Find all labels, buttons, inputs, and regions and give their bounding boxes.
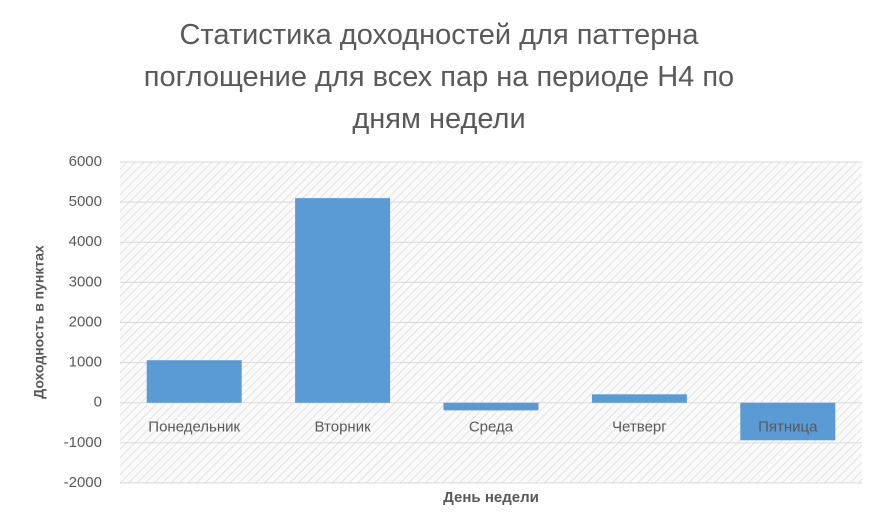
y-tick-label: 6000 xyxy=(69,153,102,170)
bar xyxy=(146,360,242,403)
bar xyxy=(740,402,836,441)
bar xyxy=(591,394,687,403)
x-tick-label: Вторник xyxy=(315,419,372,436)
x-tick-label: Понедельник xyxy=(148,419,240,436)
x-tick-label: Пятница xyxy=(758,419,818,436)
y-tick-label: 0 xyxy=(94,394,102,411)
y-tick-label: 5000 xyxy=(69,193,102,210)
y-tick-label: 3000 xyxy=(69,273,102,290)
y-tick-label: -2000 xyxy=(64,474,102,491)
x-tick-label: Четверг xyxy=(612,419,667,436)
x-tick-label: Среда xyxy=(469,419,514,436)
bar xyxy=(443,402,539,411)
y-tick-label: 1000 xyxy=(69,354,102,371)
x-axis-label: День недели xyxy=(443,489,539,506)
y-tick-label: -1000 xyxy=(64,434,102,451)
y-axis-label: Доходность в пунктах xyxy=(31,245,47,399)
y-tick-label: 2000 xyxy=(69,313,102,330)
bar xyxy=(295,198,391,403)
chart-title: Статистика доходностей для паттерна погл… xyxy=(143,19,735,135)
y-tick-label: 4000 xyxy=(69,233,102,250)
